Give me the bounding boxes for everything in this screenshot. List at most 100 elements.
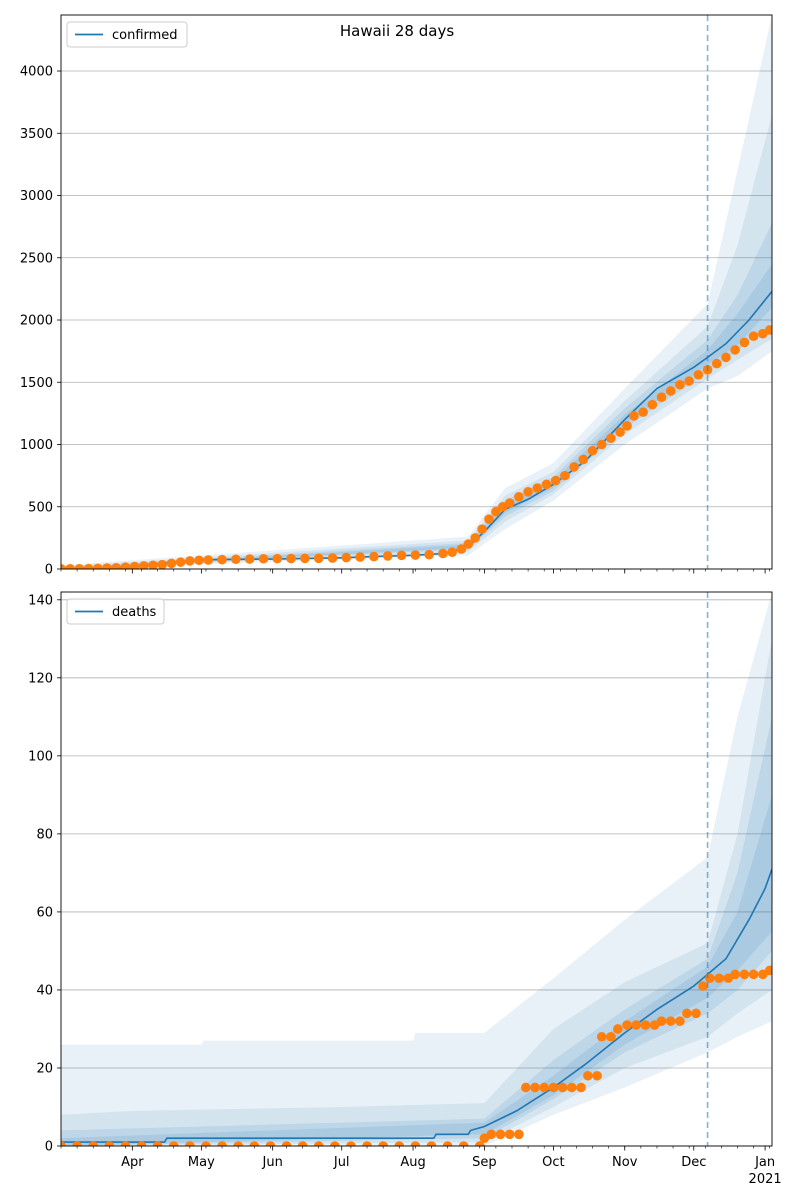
x-tick-label: Oct <box>542 1155 564 1170</box>
observed-point <box>560 470 570 481</box>
y-tick-label: 500 <box>28 500 53 515</box>
observed-point <box>514 491 524 502</box>
observed-point <box>346 1141 356 1146</box>
observed-point <box>111 562 122 569</box>
observed-point <box>705 973 715 984</box>
observed-point <box>265 1141 276 1146</box>
x-tick-label: Jun <box>262 1155 283 1170</box>
y-tick-label: 100 <box>28 749 53 764</box>
observed-point <box>665 386 676 396</box>
observed-point <box>249 1141 260 1146</box>
observed-point <box>477 524 487 534</box>
y-tick-label: 2500 <box>20 251 53 266</box>
observed-point <box>272 553 283 564</box>
observed-point <box>74 563 85 569</box>
model-line <box>61 290 772 569</box>
observed-point <box>281 1141 292 1146</box>
observed-point <box>102 563 112 569</box>
observed-point <box>613 1024 623 1034</box>
band-middle <box>61 114 772 569</box>
observed-point <box>587 445 598 456</box>
observed-point <box>532 483 543 493</box>
observed-point <box>514 1129 524 1140</box>
observed-point <box>458 1141 469 1146</box>
band-outer <box>61 15 772 569</box>
observed-point <box>148 560 158 569</box>
observed-point <box>592 1070 602 1081</box>
y-tick-label: 60 <box>36 905 53 920</box>
observed-point <box>764 325 772 335</box>
observed-point <box>764 965 772 976</box>
observed-point <box>83 563 94 569</box>
legend-box <box>66 598 165 625</box>
band-outer <box>61 592 772 1146</box>
x-tick-label: Sep <box>472 1155 497 1170</box>
observed-point <box>567 1082 577 1093</box>
observed-point <box>217 1141 227 1146</box>
observed-point <box>504 1129 515 1140</box>
observed-point <box>739 969 750 980</box>
observed-point <box>447 547 457 557</box>
observed-point <box>120 1141 131 1146</box>
x-tick-label: Dec <box>681 1155 706 1170</box>
observed-point <box>578 454 589 465</box>
observed-point <box>484 514 494 525</box>
x-tick-label: Jul <box>333 1155 350 1170</box>
observed-point <box>631 1020 642 1030</box>
observed-point <box>72 1141 82 1146</box>
observed-point <box>313 1141 324 1146</box>
observed-point <box>548 1082 559 1093</box>
observed-point <box>152 1141 163 1146</box>
observed-point <box>530 1082 540 1093</box>
y-tick-label: 3000 <box>20 189 53 204</box>
x-tick-label: Nov <box>612 1155 638 1170</box>
observed-point <box>136 1141 147 1146</box>
observed-point <box>520 1082 531 1093</box>
observed-point <box>739 337 750 348</box>
observed-point <box>615 427 625 437</box>
x-tick-label: May <box>188 1155 215 1170</box>
observed-point <box>539 1082 550 1093</box>
band-middle <box>61 638 772 1146</box>
x-year-label: 2021 <box>749 1172 782 1187</box>
observed-point <box>166 558 177 569</box>
observed-point <box>629 411 639 421</box>
observed-point <box>194 555 204 566</box>
observed-point <box>714 973 724 984</box>
observed-point <box>139 561 149 569</box>
observed-point <box>203 555 214 565</box>
observed-point <box>647 399 658 410</box>
observed-point <box>93 563 103 569</box>
observed-point <box>541 479 552 490</box>
observed-point <box>185 1141 195 1146</box>
observed-point <box>486 1129 497 1140</box>
x-tick-label: Jan <box>754 1155 775 1170</box>
observed-point <box>656 1016 667 1026</box>
observed-point <box>300 553 310 564</box>
y-tick-label: 40 <box>36 983 53 998</box>
observed-point <box>394 1141 405 1146</box>
observed-point <box>470 533 480 543</box>
observed-point <box>656 392 667 402</box>
observed-point <box>424 549 434 560</box>
observed-point <box>396 550 407 561</box>
observed-point <box>217 554 227 565</box>
observed-point <box>711 358 722 369</box>
observed-point <box>596 1031 607 1042</box>
observed-point <box>606 433 616 444</box>
observed-point <box>550 475 561 486</box>
observed-point <box>88 1141 99 1146</box>
y-tick-label: 0 <box>45 563 53 578</box>
observed-point <box>327 553 338 563</box>
observed-point <box>596 439 607 450</box>
observed-point <box>61 1141 66 1146</box>
observed-point <box>638 407 648 417</box>
observed-point <box>622 1020 632 1030</box>
y-tick-label: 20 <box>36 1061 53 1076</box>
observed-point <box>157 559 168 569</box>
observed-point <box>201 1141 211 1146</box>
y-tick-label: 140 <box>28 593 53 608</box>
observed-point <box>504 498 515 508</box>
observed-point <box>456 544 467 554</box>
